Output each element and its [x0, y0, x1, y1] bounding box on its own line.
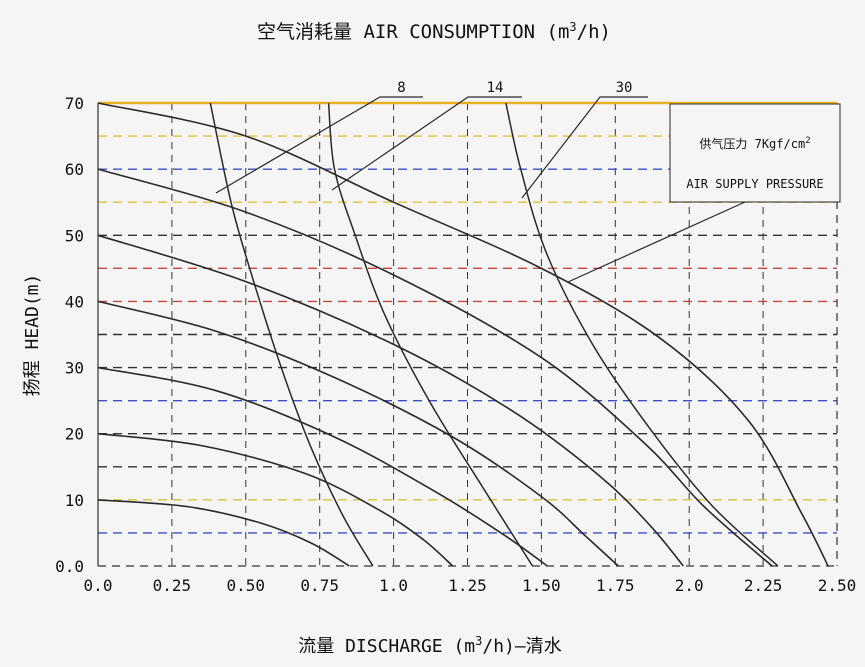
x-tick-label: 2.0 [675, 576, 704, 595]
y-tick-label: 50 [65, 226, 84, 245]
y-tick-label: 60 [65, 160, 84, 179]
legend-leader [567, 201, 746, 283]
y-axis-title: 扬程 HEAD(m) [22, 274, 43, 397]
y-tick-label: 10 [65, 491, 84, 510]
air-curve-leader [331, 96, 522, 191]
tick-labels: 0.0 0.25 0.50 0.75 1.0 1.25 1.50 1.75 2.0 2.25 2.5… [55, 94, 856, 595]
pressure-curve [97, 234, 684, 567]
air-curve-leader [215, 96, 423, 194]
air-consumption-curve [327, 102, 534, 567]
y-tick-label: 30 [65, 359, 84, 378]
y-tick-label: 0.0 [55, 557, 84, 576]
legend-box [669, 103, 841, 203]
x-tick-label: 2.50 [818, 576, 857, 595]
x-tick-label: 0.25 [153, 576, 192, 595]
x-tick-label: 1.75 [596, 576, 635, 595]
x-tick-label: 0.0 [84, 576, 113, 595]
chart-title-sup: 3 [569, 20, 576, 34]
x-tick-label: 1.0 [379, 576, 408, 595]
air-curve-label: 8 [397, 80, 405, 96]
pressure-curve [97, 432, 454, 567]
x-axis-title-sup: 3 [475, 634, 482, 648]
legend-line2: AIR SUPPLY PRESSURE [686, 177, 823, 191]
x-tick-label: 1.50 [522, 576, 561, 595]
x-axis-title: 流量 DISCHARGE (m3/h)—清水 [298, 634, 561, 657]
legend: 供气压力 7Kgf/cm2 AIR SUPPLY PRESSURE [669, 103, 841, 203]
pressure-curve [97, 168, 773, 567]
chart-title-main: 空气消耗量 AIR CONSUMPTION (m [257, 21, 569, 43]
leader-lines: 8 14 30 [215, 80, 746, 283]
chart-title: 空气消耗量 AIR CONSUMPTION (m3/h) [257, 20, 611, 43]
air-consumption-curve [505, 102, 779, 567]
x-axis-title-end: /h)—清水 [482, 636, 561, 657]
y-tick-label: 20 [65, 425, 84, 444]
pressure-curve [97, 499, 350, 567]
pressure-curve [97, 102, 829, 567]
pressure-curve [97, 366, 548, 567]
legend-line1-sup: 2 [805, 136, 810, 146]
air-curve-label: 30 [616, 80, 633, 96]
legend-line1-text: 供气压力 7Kgf/cm [699, 136, 805, 151]
air-curve-leader [521, 96, 648, 199]
curves [97, 102, 829, 567]
pressure-curve [97, 300, 619, 567]
x-axis-title-main: 流量 DISCHARGE (m [298, 636, 475, 657]
x-tick-label: 1.25 [448, 576, 487, 595]
y-tick-label: 40 [65, 292, 84, 311]
y-tick-label: 70 [65, 94, 84, 113]
x-tick-label: 0.50 [227, 576, 266, 595]
air-curve-label: 14 [487, 80, 504, 96]
air-consumption-curve [209, 102, 374, 567]
legend-line1: 供气压力 7Kgf/cm2 [699, 136, 810, 151]
x-tick-label: 2.25 [744, 576, 783, 595]
x-tick-label: 0.75 [300, 576, 339, 595]
chart-title-end: /h) [577, 21, 611, 43]
